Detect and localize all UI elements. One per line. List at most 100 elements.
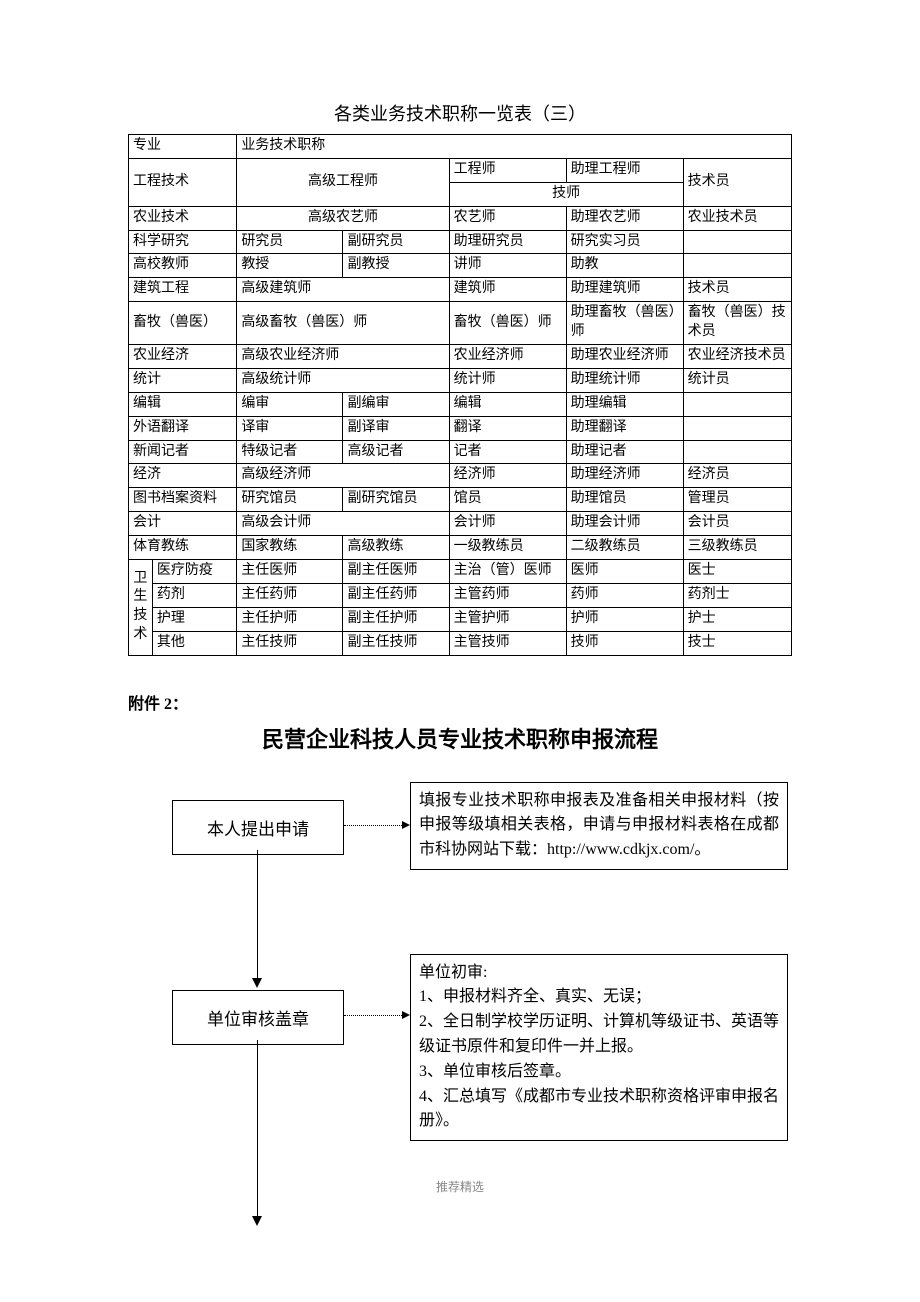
cell: 研究员	[237, 230, 343, 254]
cell: 译审	[237, 416, 343, 440]
cell: 国家教练	[237, 536, 343, 560]
cell: 助理研究员	[449, 230, 566, 254]
cell: 研究实习员	[566, 230, 683, 254]
cell: 助理农业经济师	[566, 345, 683, 369]
cell: 编辑	[129, 392, 237, 416]
cell: 助理编辑	[566, 392, 683, 416]
cell: 特级记者	[237, 440, 343, 464]
cell: 助理农艺师	[566, 206, 683, 230]
cell: 会计师	[449, 512, 566, 536]
cell: 高级农业经济师	[237, 345, 449, 369]
desc2-line: 2、全日制学校学历证明、计算机等级证书、英语等级证书原件和复印件一并上报。	[419, 1013, 779, 1055]
cell: 农业经济师	[449, 345, 566, 369]
cell: 翻译	[449, 416, 566, 440]
cell: 助教	[566, 254, 683, 278]
cell: 助理建筑师	[566, 278, 683, 302]
cell: 经济	[129, 464, 237, 488]
cell	[683, 440, 791, 464]
cell: 技师	[449, 182, 683, 206]
flowchart: 本人提出申请 填报专业技术职称申报表及准备相关申报材料（按申报等级填相关表格，申…	[148, 800, 792, 1260]
cell: 助理工程师	[566, 158, 683, 182]
cell: 农业技术	[129, 206, 237, 230]
cell: 高级会计师	[237, 512, 449, 536]
cell	[683, 230, 791, 254]
cell: 记者	[449, 440, 566, 464]
cell: 高校教师	[129, 254, 237, 278]
cell: 建筑师	[449, 278, 566, 302]
cell: 三级教练员	[683, 536, 791, 560]
cell: 科学研究	[129, 230, 237, 254]
cell: 高级工程师	[237, 158, 449, 206]
cell: 主任医师	[237, 560, 343, 584]
cell: 馆员	[449, 488, 566, 512]
cell: 主任技师	[237, 631, 343, 655]
cell: 图书档案资料	[129, 488, 237, 512]
cell: 高级统计师	[237, 368, 449, 392]
cell: 高级教练	[343, 536, 449, 560]
cell: 一级教练员	[449, 536, 566, 560]
cell: 畜牧（兽医）师	[449, 302, 566, 345]
cell: 会计	[129, 512, 237, 536]
th-major: 专业	[129, 135, 237, 159]
connector	[257, 850, 258, 980]
cell: 卫生技术	[129, 560, 153, 656]
cell: 主任护师	[237, 607, 343, 631]
cell: 会计员	[683, 512, 791, 536]
cell: 农业经济技术员	[683, 345, 791, 369]
cell: 畜牧（兽医）技术员	[683, 302, 791, 345]
cell: 主管技师	[449, 631, 566, 655]
cell: 护士	[683, 607, 791, 631]
cell: 建筑工程	[129, 278, 237, 302]
cell: 统计员	[683, 368, 791, 392]
cell: 编审	[237, 392, 343, 416]
cell: 副译审	[343, 416, 449, 440]
cell: 其他	[152, 631, 236, 655]
cell: 统计	[129, 368, 237, 392]
cell: 高级建筑师	[237, 278, 449, 302]
attachment-label: 附件 2：	[128, 690, 792, 714]
cell: 副主任医师	[343, 560, 449, 584]
cell	[683, 254, 791, 278]
cell: 副研究员	[343, 230, 449, 254]
desc2-head: 单位初审:	[419, 964, 487, 981]
cell	[683, 392, 791, 416]
cell: 副主任护师	[343, 607, 449, 631]
cell: 研究馆员	[237, 488, 343, 512]
cell: 护师	[566, 607, 683, 631]
arrow-icon	[252, 978, 262, 988]
cell: 主管药师	[449, 583, 566, 607]
titles-table: 专业 业务技术职称 工程技术 高级工程师 工程师 助理工程师 技术员 技师 农业…	[128, 134, 792, 656]
table-title: 各类业务技术职称一览表（三）	[128, 100, 792, 126]
flow-step-1: 本人提出申请	[172, 800, 344, 855]
cell: 副教授	[343, 254, 449, 278]
cell: 畜牧（兽医）	[129, 302, 237, 345]
connector	[344, 1015, 402, 1016]
cell: 高级记者	[343, 440, 449, 464]
cell: 助理会计师	[566, 512, 683, 536]
cell: 主治（管）医师	[449, 560, 566, 584]
cell: 技术员	[683, 278, 791, 302]
flow-desc-1: 填报专业技术职称申报表及准备相关申报材料（按申报等级填相关表格，申请与申报材料表…	[410, 782, 788, 870]
cell: 药剂士	[683, 583, 791, 607]
arrow-icon	[252, 1216, 262, 1226]
connector	[257, 1040, 258, 1218]
cell: 副编审	[343, 392, 449, 416]
desc2-line: 3、单位审核后签章。	[419, 1063, 571, 1080]
cell: 农业技术员	[683, 206, 791, 230]
cell: 助理翻译	[566, 416, 683, 440]
cell: 经济员	[683, 464, 791, 488]
cell: 副主任药师	[343, 583, 449, 607]
desc2-line: 1、申报材料齐全、真实、无误；	[419, 988, 651, 1005]
cell: 助理记者	[566, 440, 683, 464]
cell: 主任药师	[237, 583, 343, 607]
cell: 药剂	[152, 583, 236, 607]
cell: 技术员	[683, 158, 791, 206]
cell: 医师	[566, 560, 683, 584]
cell: 管理员	[683, 488, 791, 512]
arrow-icon	[402, 1011, 410, 1019]
cell: 副主任技师	[343, 631, 449, 655]
cell: 主管护师	[449, 607, 566, 631]
cell: 助理畜牧（兽医）师	[566, 302, 683, 345]
cell: 统计师	[449, 368, 566, 392]
cell: 医士	[683, 560, 791, 584]
